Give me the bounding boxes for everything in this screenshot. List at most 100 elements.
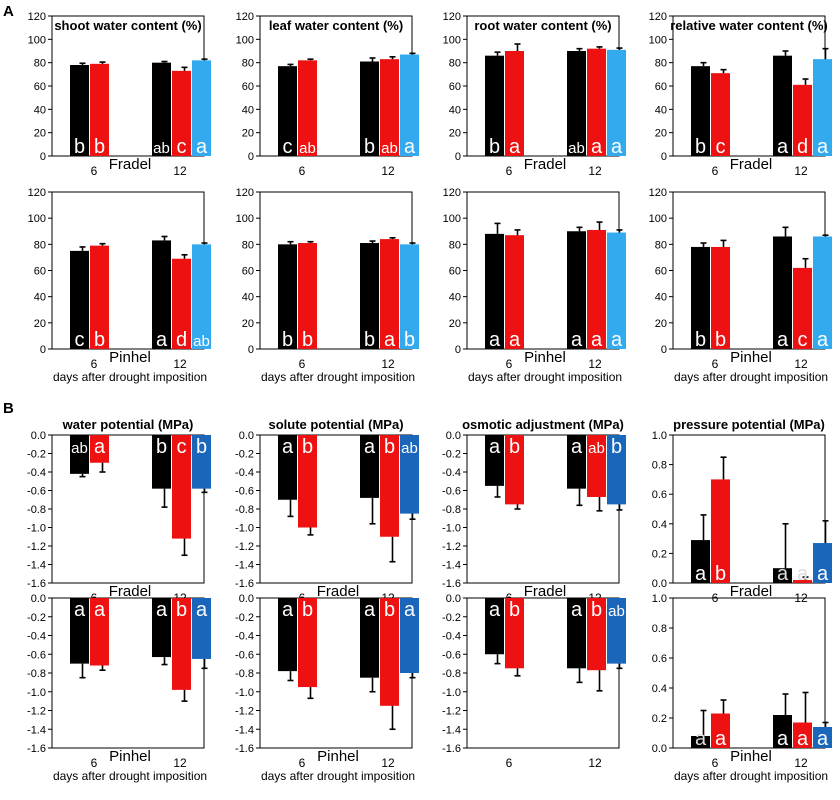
x-axis-label: days after drought imposition	[261, 370, 415, 384]
x-tick-label: 6	[712, 164, 719, 178]
significance-letter: a	[797, 563, 809, 585]
chart-14: 0.0-0.2-0.4-0.6-0.8-1.0-1.2-1.4-1.6a b a b a…	[235, 593, 419, 783]
bar-drought-6	[505, 435, 524, 505]
y-tick-label: 100	[236, 34, 254, 46]
x-tick-label: 6	[506, 164, 513, 178]
y-tick-label: -1.0	[235, 687, 254, 699]
significance-letter: b	[364, 329, 375, 351]
chart-title: pressure potential (MPa)	[673, 417, 825, 432]
x-tick-label: 12	[794, 164, 808, 178]
bar-drought-12	[587, 48, 606, 156]
significance-letter: ab	[568, 140, 585, 157]
significance-letter: ab	[153, 140, 170, 157]
y-tick-label: -1.4	[27, 560, 46, 572]
y-tick-label: 60	[34, 266, 46, 278]
y-tick-label: 100	[28, 34, 46, 46]
x-tick-label: 12	[381, 756, 395, 770]
x-tick-label: 6	[506, 357, 513, 371]
y-tick-label: 80	[449, 58, 461, 70]
bar-drought-6	[90, 435, 109, 463]
y-tick-label: -1.2	[442, 706, 461, 718]
bar-drought-6	[298, 60, 317, 157]
cultivar-label: Pinhel	[730, 748, 772, 765]
y-tick-label: 1.0	[652, 593, 667, 605]
significance-letter: b	[302, 436, 313, 458]
significance-letter: b	[94, 329, 105, 351]
y-tick-label: 20	[34, 318, 46, 330]
significance-letter: b	[156, 436, 167, 458]
bar-rewatered-12	[400, 244, 419, 349]
bar-drought-6	[298, 243, 317, 349]
bar-rewatered-12	[400, 598, 419, 673]
y-tick-label: 100	[649, 34, 667, 46]
y-tick-label: 40	[242, 292, 254, 304]
bar-drought-12	[793, 84, 812, 156]
y-tick-label: -0.4	[27, 631, 46, 643]
y-tick-label: -1.0	[235, 523, 254, 535]
x-tick-label: 6	[712, 756, 719, 770]
y-tick-label: 20	[655, 318, 667, 330]
bar-control-6	[278, 66, 297, 156]
plot-frame	[672, 434, 826, 584]
cultivar-label: Fradel	[109, 583, 152, 600]
y-tick-label: -0.4	[442, 467, 461, 479]
y-tick-label: 80	[449, 239, 461, 251]
significance-letter: d	[176, 329, 187, 351]
y-tick-label: 1.0	[652, 430, 667, 442]
bar-drought-12	[793, 580, 812, 583]
y-tick-label: 0.0	[446, 593, 461, 605]
significance-letter: ab	[71, 440, 88, 457]
significance-letter: a	[74, 599, 86, 621]
bar-rewatered-12	[813, 59, 832, 156]
x-axis-label: days after drought imposition	[53, 370, 207, 384]
chart-4: 0 20 40 60 80 100 120 b c a d a 6 12 Fradel relative wa…	[649, 11, 832, 178]
cultivar-label: Fradel	[730, 583, 773, 600]
y-tick-label: -0.2	[27, 449, 46, 461]
y-tick-label: -1.2	[235, 541, 254, 553]
significance-letter: c	[283, 136, 293, 158]
bar-drought-6	[90, 598, 109, 666]
x-axis-label: days after drought imposition	[674, 769, 828, 783]
x-tick-label: 6	[299, 357, 306, 371]
significance-letter: a	[196, 136, 208, 158]
y-tick-label: 120	[649, 11, 667, 23]
significance-letter: a	[817, 563, 829, 585]
y-tick-label: -0.4	[442, 631, 461, 643]
bar-control-12	[152, 240, 171, 349]
y-tick-label: 0	[455, 151, 461, 163]
bar-drought-12	[380, 598, 399, 706]
significance-letter: a	[94, 599, 106, 621]
x-tick-label: 6	[299, 756, 306, 770]
significance-letter: c	[798, 329, 808, 351]
y-tick-label: 0.8	[652, 623, 667, 635]
y-tick-label: -1.0	[27, 687, 46, 699]
y-tick-label: -0.6	[27, 649, 46, 661]
bar-rewatered-12	[813, 236, 832, 349]
x-tick-label: 6	[91, 756, 98, 770]
significance-letter: b	[384, 436, 395, 458]
significance-letter: ab	[299, 140, 316, 157]
y-tick-label: -0.4	[235, 467, 254, 479]
chart-title: shoot water content (%)	[54, 18, 201, 33]
y-tick-label: 120	[236, 11, 254, 23]
chart-title: leaf water content (%)	[269, 18, 403, 33]
bar-drought-12	[793, 267, 812, 349]
y-tick-label: -0.6	[27, 486, 46, 498]
chart-11: 0.0-0.2-0.4-0.6-0.8-1.0-1.2-1.4-1.6a b a ab…	[442, 417, 626, 605]
significance-letter: b	[509, 599, 520, 621]
y-tick-label: -1.4	[442, 560, 461, 572]
x-tick-label: 12	[588, 357, 602, 371]
x-tick-label: 12	[173, 164, 187, 178]
y-tick-label: 40	[449, 292, 461, 304]
cultivar-label: Fradel	[317, 583, 360, 600]
y-tick-label: 0	[661, 151, 667, 163]
y-tick-label: -0.4	[27, 467, 46, 479]
y-tick-label: 60	[655, 81, 667, 93]
chart-12: 0.00.20.40.60.81.0a b a a a6 12Fradelpressure…	[652, 417, 832, 605]
plot-frame	[672, 597, 826, 749]
significance-letter: a	[817, 136, 829, 158]
bar-drought-6	[505, 51, 524, 156]
